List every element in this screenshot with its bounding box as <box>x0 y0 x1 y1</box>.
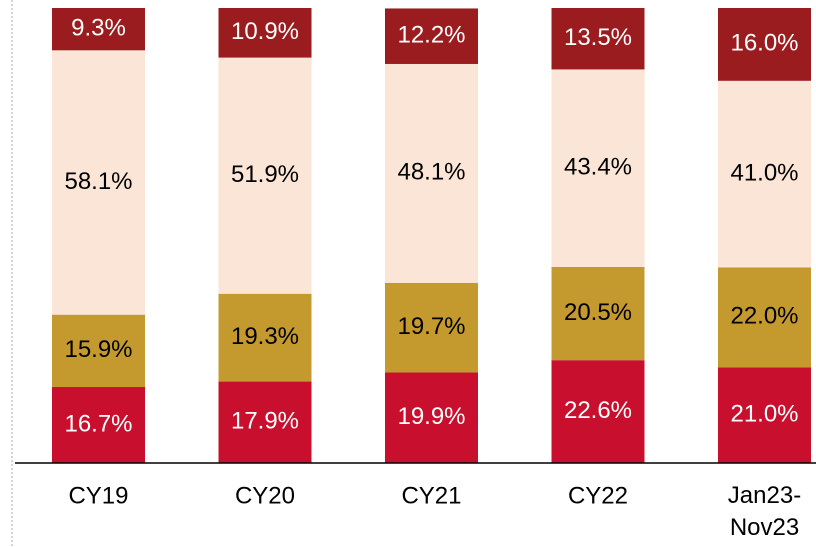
value-label: 13.5% <box>564 24 632 51</box>
value-label: 48.1% <box>397 159 465 186</box>
x-tick-label: CY19 <box>68 482 128 509</box>
value-label: 15.9% <box>64 336 132 363</box>
value-label: 17.9% <box>231 408 299 435</box>
bar-segment <box>551 266 645 361</box>
value-label: 19.7% <box>397 313 465 340</box>
bar-segment <box>52 50 145 315</box>
value-label: 19.9% <box>397 403 465 430</box>
value-label: 12.2% <box>397 22 465 49</box>
bar-segment <box>385 63 478 283</box>
bar-segment <box>718 367 811 463</box>
value-label: 22.6% <box>564 397 632 424</box>
bar-segment <box>385 282 478 373</box>
bar-segment <box>718 8 811 81</box>
value-label: 9.3% <box>71 15 126 42</box>
bar-segment <box>218 381 312 463</box>
bar-segment <box>52 314 145 388</box>
value-label: 20.5% <box>564 299 632 326</box>
x-tick-label: Jan23-Nov23 <box>728 482 801 541</box>
bar-segment <box>551 8 645 70</box>
value-label: 58.1% <box>64 168 132 195</box>
bar-segment <box>52 8 145 51</box>
bar-segment <box>218 293 312 382</box>
x-tick-label: CY20 <box>235 482 295 509</box>
value-label: 22.0% <box>730 303 798 330</box>
bar-segment <box>551 360 645 463</box>
bar-segment <box>218 57 312 294</box>
bar-segment <box>385 372 478 463</box>
value-label: 16.7% <box>64 410 132 437</box>
bar-segment <box>551 69 645 267</box>
bar-segment <box>385 8 478 64</box>
value-label: 41.0% <box>730 159 798 186</box>
value-label: 21.0% <box>730 401 798 428</box>
value-label: 10.9% <box>231 18 299 45</box>
x-tick-label: CY21 <box>401 482 461 509</box>
value-label: 16.0% <box>730 30 798 57</box>
value-label: 51.9% <box>231 161 299 188</box>
x-tick-label: CY22 <box>568 482 628 509</box>
value-label: 43.4% <box>564 154 632 181</box>
value-label: 19.3% <box>231 323 299 350</box>
bar-segment <box>718 80 811 268</box>
bar-segment <box>718 267 811 368</box>
bar-segment <box>218 8 312 58</box>
bar-segment <box>52 387 145 463</box>
